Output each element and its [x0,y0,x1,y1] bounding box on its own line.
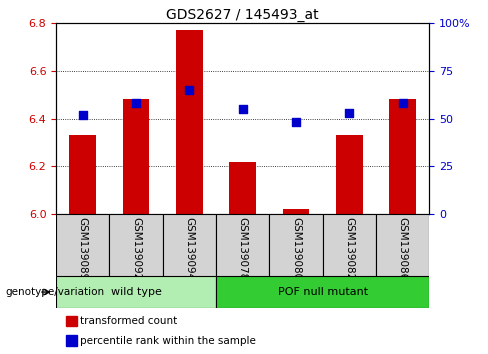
Bar [176,30,203,214]
Bar [269,214,323,276]
Bar [56,214,109,276]
Text: GSM139089: GSM139089 [78,217,88,280]
Text: GSM139080: GSM139080 [291,217,301,280]
Bar [216,276,429,308]
Bar [336,135,363,214]
Text: POF null mutant: POF null mutant [278,287,368,297]
Bar [323,214,376,276]
Text: wild type: wild type [111,287,162,297]
Bar [229,162,256,214]
Bar [389,99,416,214]
Bar [163,214,216,276]
Text: GSM139092: GSM139092 [131,217,141,280]
Bar [56,276,216,308]
Text: GSM139086: GSM139086 [398,217,408,280]
Title: GDS2627 / 145493_at: GDS2627 / 145493_at [166,8,319,22]
Text: GSM139082: GSM139082 [345,217,354,280]
Bar [376,214,429,276]
Point [292,120,300,125]
Point [239,106,247,112]
Point [79,112,87,118]
Text: transformed count: transformed count [80,316,177,326]
Point [185,87,193,93]
Bar [109,214,163,276]
Point [399,101,407,106]
Bar [216,214,269,276]
Text: GSM139094: GSM139094 [184,217,194,280]
Bar [283,210,309,214]
Bar [69,135,96,214]
Text: percentile rank within the sample: percentile rank within the sample [80,336,255,346]
Text: GSM139078: GSM139078 [238,217,248,280]
Bar [123,99,149,214]
Text: genotype/variation: genotype/variation [5,287,104,297]
Point [346,110,353,116]
Point [132,101,140,106]
